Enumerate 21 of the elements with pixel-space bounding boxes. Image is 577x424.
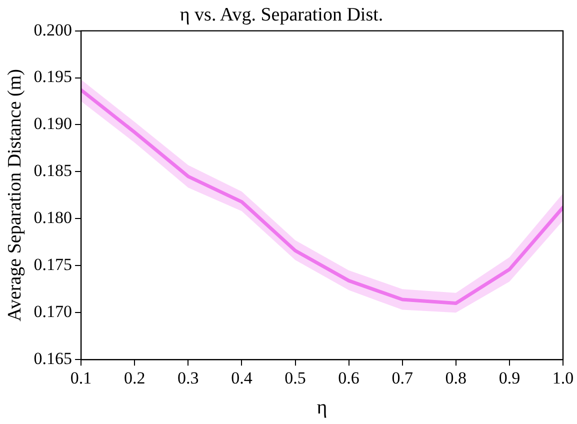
x-tick-label: 0.2 bbox=[124, 368, 146, 388]
y-tick-label: 0.170 bbox=[34, 302, 72, 322]
y-axis-title: Average Separation Distance (m) bbox=[4, 69, 26, 322]
y-tick-label: 0.165 bbox=[34, 349, 72, 368]
x-tick-label: 0.7 bbox=[392, 368, 414, 388]
x-tick-label: 0.5 bbox=[284, 368, 306, 388]
y-tick-label: 0.180 bbox=[34, 208, 72, 228]
y-tick-label: 0.185 bbox=[34, 161, 72, 180]
y-tick-label: 0.195 bbox=[34, 67, 72, 86]
x-tick-label: 0.6 bbox=[338, 368, 360, 388]
chart-title: η vs. Avg. Separation Dist. bbox=[180, 4, 384, 26]
y-tick-label: 0.190 bbox=[34, 114, 72, 134]
x-tick-label: 0.4 bbox=[231, 368, 253, 388]
y-tick-label: 0.175 bbox=[34, 255, 72, 274]
x-tick-label: 0.9 bbox=[498, 368, 520, 388]
x-tick-label: 1.0 bbox=[552, 368, 574, 388]
x-axis-title: η bbox=[316, 396, 328, 418]
x-tick-label: 0.1 bbox=[70, 368, 92, 388]
x-tick-label: 0.8 bbox=[445, 368, 467, 388]
y-tick-label: 0.200 bbox=[34, 20, 72, 40]
x-tick-label: 0.3 bbox=[178, 368, 199, 388]
